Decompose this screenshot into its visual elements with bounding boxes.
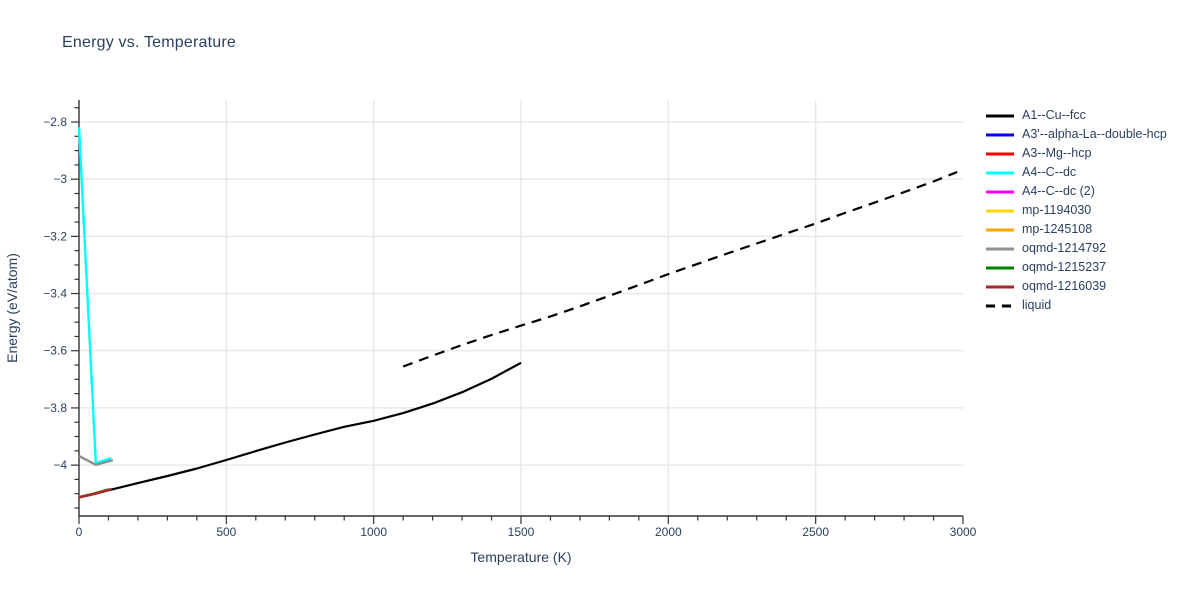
x-axis-title: Temperature (K) [470,549,571,565]
x-tick-label: 3000 [950,525,977,539]
legend-item: A4--C--dc [985,163,1167,182]
legend-item: A1--Cu--fcc [985,106,1167,125]
y-tick-label: −3.8 [43,401,67,415]
legend-item: oqmd-1215237 [985,258,1167,277]
legend-item: A3'--alpha-La--double-hcp [985,125,1167,144]
y-axis-title: Energy (eV/atom) [4,253,20,363]
x-tick-label: 1000 [360,525,387,539]
series-line-10 [402,170,958,368]
legend-label: A3--Mg--hcp [1022,146,1092,160]
legend-label: liquid [1022,298,1052,312]
legend-item: liquid [985,296,1167,315]
legend-line-sample [986,114,1014,117]
axis-ticks [71,107,964,524]
legend-label: oqmd-1215237 [1022,260,1107,274]
x-tick-label: 500 [216,525,236,539]
x-tick-label: 1500 [508,525,535,539]
legend-line-sample [986,190,1014,193]
series-line-0 [78,361,522,499]
legend-line-sample [986,152,1014,155]
gridlines [79,100,963,516]
legend-label: A4--C--dc (2) [1022,184,1095,198]
legend-line-sample [986,228,1014,231]
legend-line-sample [986,133,1014,136]
legend-item: mp-1194030 [985,201,1167,220]
legend-line-sample [986,266,1014,269]
x-tick-label: 0 [76,525,83,539]
series-line-7 [78,454,114,466]
y-tick-label: −3.6 [43,344,67,358]
y-tick-label: −2.8 [43,115,67,129]
y-tick-label: −3 [53,172,67,186]
y-tick-label: −3.2 [43,229,67,243]
legend-line-sample [986,304,1014,307]
chart-title: Energy vs. Temperature [62,34,236,51]
legend-label: A1--Cu--fcc [1022,108,1086,122]
legend-item: oqmd-1214792 [985,239,1167,258]
series-lines [77,126,958,499]
series-line-3 [77,126,112,465]
y-tick-label: −4 [53,458,67,472]
legend-line-sample [986,247,1014,250]
tick-labels: 0 500 1000 1500 2000 2500 3000 −2.8 −3 −3.2 −3.4 −3… [43,115,976,539]
x-tick-label: 2500 [802,525,829,539]
legend: A1--Cu--fcc A3'--alpha-La--double-hcp A3--… [985,106,1167,315]
legend-item: oqmd-1216039 [985,277,1167,296]
legend-item: A4--C--dc (2) [985,182,1167,201]
legend-label: mp-1194030 [1022,203,1092,217]
legend-label: A3'--alpha-La--double-hcp [1022,127,1167,141]
legend-label: oqmd-1214792 [1022,241,1107,255]
y-tick-label: −3.4 [43,287,67,301]
series-line-9 [78,487,112,499]
legend-line-sample [986,285,1014,288]
legend-label: A4--C--dc [1022,165,1077,179]
legend-item: A3--Mg--hcp [985,144,1167,163]
legend-item: mp-1245108 [985,220,1167,239]
legend-line-sample [986,209,1014,212]
x-tick-label: 2000 [655,525,682,539]
legend-label: mp-1245108 [1022,222,1093,236]
legend-label: oqmd-1216039 [1022,279,1107,293]
legend-line-sample [986,171,1014,174]
